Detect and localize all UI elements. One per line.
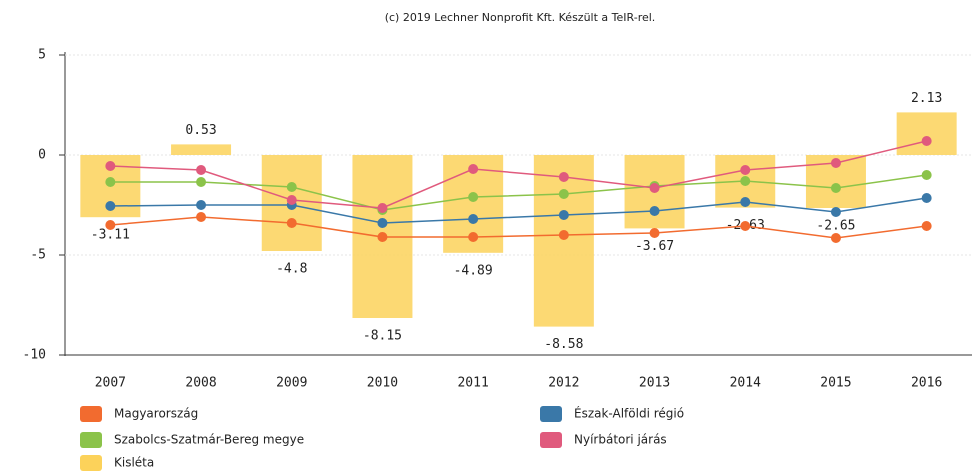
bar-value-label: 0.53	[185, 123, 216, 138]
bar	[896, 112, 957, 155]
line	[110, 140, 927, 209]
x-tick-label: 2010	[367, 376, 398, 391]
bar-value-label: 2.13	[911, 91, 942, 106]
x-tick-label: 2013	[639, 376, 670, 391]
point	[196, 177, 207, 187]
bar-value-label: -4.89	[454, 263, 493, 278]
bar-value-label: -8.58	[544, 337, 583, 352]
chart-title: (c) 2019 Lechner Nonprofit Kft. Készült …	[385, 11, 656, 24]
x-tick-label: 2014	[730, 376, 761, 391]
x-tick-label: 2016	[911, 376, 942, 391]
point	[286, 195, 297, 205]
bar-value-label: -3.11	[91, 228, 130, 243]
bar-value-label: -8.15	[363, 329, 402, 344]
legend-swatch	[80, 455, 102, 471]
bar-value-label: -2.65	[816, 219, 855, 234]
x-tick-label: 2012	[548, 376, 579, 391]
point	[830, 233, 841, 243]
point	[921, 193, 932, 203]
point	[377, 203, 388, 213]
point	[196, 212, 207, 222]
point	[649, 183, 660, 193]
point	[105, 220, 116, 230]
legend-label: Nyírbátori járás	[574, 433, 667, 447]
legend-swatch	[80, 406, 102, 422]
bar	[533, 155, 594, 327]
point	[377, 232, 388, 242]
x-tick-label: 2009	[276, 376, 307, 391]
point	[830, 158, 841, 168]
legend-swatch	[540, 406, 562, 422]
point	[105, 201, 116, 211]
legend-label: Szabolcs-Szatmár-Bereg megye	[114, 433, 304, 447]
bar-value-label: -4.8	[276, 262, 307, 277]
x-tick-label: 2007	[95, 376, 126, 391]
point	[921, 221, 932, 231]
x-tick-label: 2015	[820, 376, 851, 391]
legend-swatch	[540, 432, 562, 448]
point	[740, 165, 751, 175]
point	[286, 218, 297, 228]
point	[468, 232, 479, 242]
point	[558, 230, 569, 240]
y-tick-label: -10	[23, 348, 46, 363]
x-tick-label: 2008	[185, 376, 216, 391]
line	[110, 197, 927, 224]
point	[558, 210, 569, 220]
point	[105, 161, 116, 171]
point	[196, 165, 207, 175]
legend-label: Magyarország	[114, 407, 198, 421]
legend-label: Észak-Alföldi régió	[574, 406, 684, 421]
point	[740, 221, 751, 231]
bar-value-label: -3.67	[635, 239, 674, 254]
point	[558, 172, 569, 182]
point	[468, 164, 479, 174]
point	[740, 176, 751, 186]
point	[558, 189, 569, 199]
point	[196, 200, 207, 210]
legend-swatch	[80, 432, 102, 448]
y-tick-label: 0	[38, 148, 46, 163]
point	[468, 192, 479, 202]
point	[740, 197, 751, 207]
point	[649, 228, 660, 238]
legend-label: Kisléta	[114, 456, 154, 470]
point	[921, 170, 932, 180]
point	[377, 218, 388, 228]
y-tick-label: 5	[38, 48, 46, 63]
bar	[171, 144, 232, 155]
point	[921, 136, 932, 146]
point	[105, 177, 116, 187]
point	[286, 182, 297, 192]
x-tick-label: 2011	[457, 376, 488, 391]
point	[830, 183, 841, 193]
point	[830, 207, 841, 217]
y-tick-label: -5	[30, 248, 46, 263]
point	[468, 214, 479, 224]
point	[649, 206, 660, 216]
line	[110, 216, 927, 239]
